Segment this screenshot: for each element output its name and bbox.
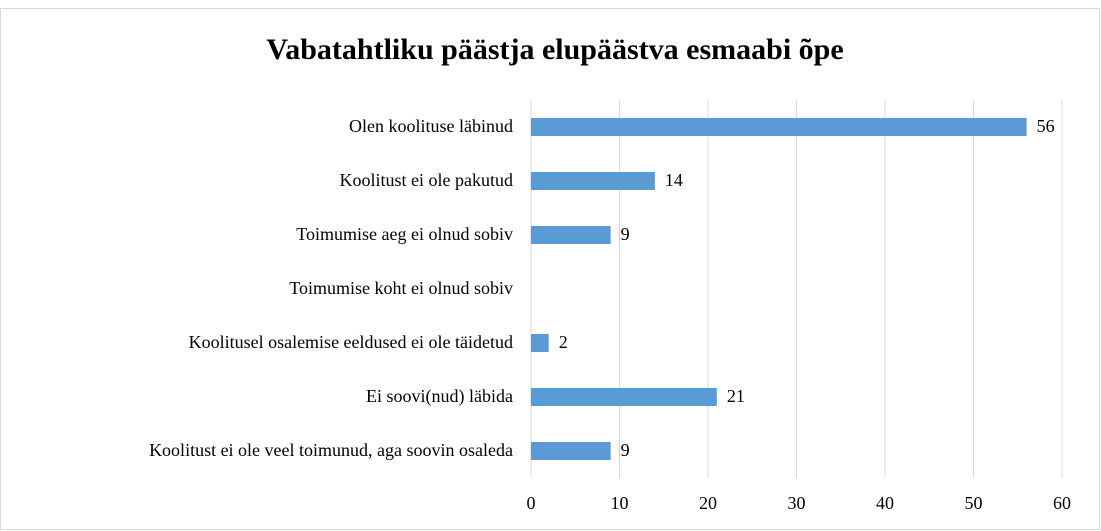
x-tick-label: 40 bbox=[876, 493, 894, 513]
y-tick-label: Koolitust ei ole veel toimunud, aga soov… bbox=[149, 440, 513, 460]
x-tick-label: 10 bbox=[611, 493, 629, 513]
data-label: 21 bbox=[727, 386, 745, 406]
bar bbox=[531, 118, 1027, 136]
bar bbox=[531, 388, 717, 406]
data-label: 2 bbox=[559, 332, 568, 352]
bar bbox=[531, 334, 549, 352]
x-tick-label: 50 bbox=[965, 493, 983, 513]
x-tick-label: 30 bbox=[788, 493, 806, 513]
data-label: 56 bbox=[1037, 116, 1055, 136]
x-tick-label: 0 bbox=[527, 493, 536, 513]
data-label: 9 bbox=[621, 440, 630, 460]
x-tick-label: 20 bbox=[699, 493, 717, 513]
bar bbox=[531, 226, 611, 244]
x-tick-label: 60 bbox=[1053, 493, 1071, 513]
chart-title: Vabatahtliku päästja elupäästva esmaabi … bbox=[266, 33, 843, 66]
y-tick-label: Koolitusel osalemise eeldused ei ole täi… bbox=[189, 332, 513, 352]
y-tick-label: Koolitust ei ole pakutud bbox=[340, 170, 513, 190]
y-tick-label: Toimumise koht ei olnud sobiv bbox=[289, 278, 513, 298]
y-tick-label: Toimumise aeg ei olnud sobiv bbox=[296, 224, 513, 244]
y-tick-label: Olen koolituse läbinud bbox=[349, 116, 513, 136]
data-label: 14 bbox=[665, 170, 683, 190]
data-label: 9 bbox=[621, 224, 630, 244]
y-tick-label: Ei soovi(nud) läbida bbox=[366, 386, 513, 407]
bar bbox=[531, 172, 655, 190]
bar bbox=[531, 442, 611, 460]
